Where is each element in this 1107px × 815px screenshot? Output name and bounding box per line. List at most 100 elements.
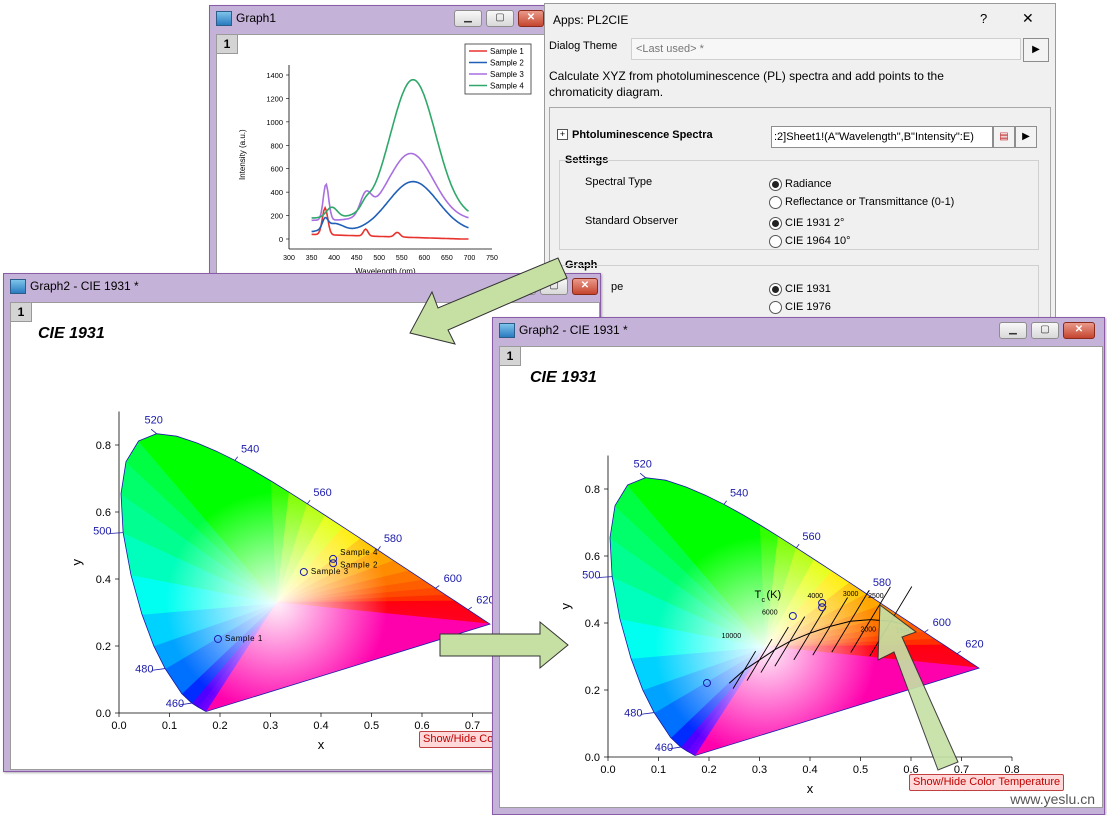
sample-point xyxy=(818,603,827,612)
x-tick-label: 0.2 xyxy=(212,720,227,732)
y-tick-label: 0.6 xyxy=(96,507,111,519)
x-tick-label: 0.1 xyxy=(162,720,177,732)
sample-point xyxy=(702,678,711,687)
wavelength-label: 600 xyxy=(933,617,951,629)
sample-label: Sample 1 xyxy=(225,634,263,643)
range-menu-button[interactable]: ▶ xyxy=(1015,126,1037,148)
wavelength-label: 500 xyxy=(93,526,111,538)
dialog-close-button[interactable]: ✕ xyxy=(1022,10,1034,26)
close-button[interactable]: ✕ xyxy=(1063,322,1095,339)
close-button[interactable]: ✕ xyxy=(572,278,598,295)
x-axis-label: x xyxy=(318,737,325,752)
spectral-type-label: Spectral Type xyxy=(585,176,653,188)
select-range-icon[interactable]: ▤ xyxy=(993,126,1015,148)
minimize-button[interactable]: ▁ xyxy=(999,322,1027,339)
maximize-button[interactable]: ▢ xyxy=(486,10,514,27)
maximize-button[interactable]: ▢ xyxy=(540,278,568,295)
pl-spectra-label: Phtoluminescence Spectra xyxy=(572,129,713,141)
sample-point xyxy=(329,559,338,568)
wavelength-label: 480 xyxy=(135,664,153,676)
graph1-page[interactable]: 1 1400 1200 1000 800 600 400 200 0 300 350 400 450 5… xyxy=(216,34,546,276)
cie1976-radio[interactable] xyxy=(769,301,782,314)
graph2-right-titlebar[interactable]: Graph2 - CIE 1931 * ▁ ▢ ✕ xyxy=(493,318,1104,342)
legend-label: Sample 1 xyxy=(490,47,524,56)
wavelength-label: 620 xyxy=(965,639,983,651)
graph1-window[interactable]: Graph1 ▁ ▢ ✕ 1 1400 1200 1000 800 600 400 200 0… xyxy=(209,5,547,277)
wavelength-label: 560 xyxy=(802,531,820,543)
show-hide-color-temperature-button[interactable]: Show/Hide Color Temperature xyxy=(419,731,497,748)
graph1-titlebar[interactable]: Graph1 ▁ ▢ ✕ xyxy=(210,6,546,30)
layer-1-tab[interactable]: 1 xyxy=(11,303,32,322)
legend-label: Sample 4 xyxy=(490,82,524,91)
cct-label: 4000 xyxy=(807,593,823,600)
x-tick-label: 0.4 xyxy=(802,764,817,776)
y-tick-label: 400 xyxy=(270,188,283,197)
graph1-title: Graph1 xyxy=(236,11,277,25)
cie1964-10deg-radio[interactable] xyxy=(769,235,782,248)
pl-spectra-input[interactable]: :2]Sheet1!(A"Wavelength",B"Intensity":E) xyxy=(771,126,993,148)
cct-label: 2000 xyxy=(861,626,877,633)
close-button[interactable]: ✕ xyxy=(518,10,544,27)
cct-label: 3000 xyxy=(843,591,859,598)
cct-label: 2500 xyxy=(868,593,884,600)
spectral-locus xyxy=(609,477,980,756)
wavelength-label: 580 xyxy=(873,577,891,589)
help-button[interactable]: ? xyxy=(980,11,988,26)
chart-title: CIE 1931 xyxy=(38,325,105,342)
y-tick-label: 1000 xyxy=(266,118,283,127)
layer-1-tab[interactable]: 1 xyxy=(500,347,521,366)
cct-label: 6000 xyxy=(762,610,778,617)
y-tick-label: 0.0 xyxy=(96,708,111,720)
dialog-theme-select[interactable]: <Last used> * xyxy=(631,38,1021,60)
layer-1-tab[interactable]: 1 xyxy=(217,35,238,54)
x-tick-label: 500 xyxy=(373,255,385,262)
spectrum-line xyxy=(311,78,469,219)
graph2-right-window[interactable]: Graph2 - CIE 1931 * ▁ ▢ ✕ 1 CIE 1931 0.0… xyxy=(492,317,1105,815)
graph-window-icon xyxy=(10,279,26,294)
x-axis-label: x xyxy=(807,781,814,796)
wavelength-label: 480 xyxy=(624,708,642,720)
theme-menu-button[interactable]: ▶ xyxy=(1023,38,1049,62)
wavelength-label: 580 xyxy=(384,533,402,545)
dialog-theme-label: Dialog Theme xyxy=(549,40,618,52)
wavelength-label: 460 xyxy=(655,742,673,754)
graph2-right-page[interactable]: 1 CIE 1931 0.0 0.1 0.2 0.3 0.4 0.5 0.6 0.7 0.8 0.… xyxy=(499,346,1103,808)
y-tick-label: 0.0 xyxy=(585,752,600,764)
x-tick-label: 300 xyxy=(283,255,295,262)
sample-point xyxy=(299,567,308,576)
show-hide-color-temperature-button[interactable]: Show/Hide Color Temperature xyxy=(909,774,1065,791)
radiance-radio[interactable] xyxy=(769,178,782,191)
minimize-button[interactable]: ▁ xyxy=(454,10,482,27)
cie1931-label: CIE 1931 xyxy=(785,283,831,295)
cie1931-radio[interactable] xyxy=(769,283,782,296)
x-tick-label: 0.5 xyxy=(364,720,379,732)
cct-label: 10000 xyxy=(722,633,742,640)
reflectance-radio[interactable] xyxy=(769,196,782,209)
wavelength-label: 520 xyxy=(145,415,163,427)
cie1931-2deg-label: CIE 1931 2° xyxy=(785,217,845,229)
x-tick-label: 0.0 xyxy=(600,764,615,776)
tc-label: T xyxy=(754,589,761,601)
graph2-left-titlebar[interactable]: Graph2 - CIE 1931 * ▁ ▢ ✕ xyxy=(4,274,600,298)
y-axis-label: y xyxy=(69,559,84,566)
x-tick-label: 0.0 xyxy=(111,720,126,732)
cct-label: 1500 xyxy=(896,628,912,635)
graph-window-icon xyxy=(216,11,232,26)
wavelength-label: 620 xyxy=(476,595,494,607)
x-tick-label: 0.7 xyxy=(465,720,480,732)
x-tick-label: 0.4 xyxy=(313,720,328,732)
pl2cie-dialog[interactable]: Apps: PL2CIE ? ✕ Dialog Theme <Last used… xyxy=(544,3,1056,349)
expand-toggle-icon[interactable]: + xyxy=(557,129,568,140)
cie1931-2deg-radio[interactable] xyxy=(769,217,782,230)
sample-label: Sample 3 xyxy=(311,567,349,576)
x-tick-label: 0.1 xyxy=(651,764,666,776)
wavelength-label: 540 xyxy=(241,443,259,455)
wavelength-label: 500 xyxy=(582,570,600,582)
x-tick-label: 550 xyxy=(396,255,408,262)
wavelength-label: 520 xyxy=(634,459,652,471)
minimize-button[interactable]: ▁ xyxy=(508,278,536,295)
legend-label: Sample 2 xyxy=(490,59,524,68)
y-tick-label: 0 xyxy=(279,235,283,244)
maximize-button[interactable]: ▢ xyxy=(1031,322,1059,339)
